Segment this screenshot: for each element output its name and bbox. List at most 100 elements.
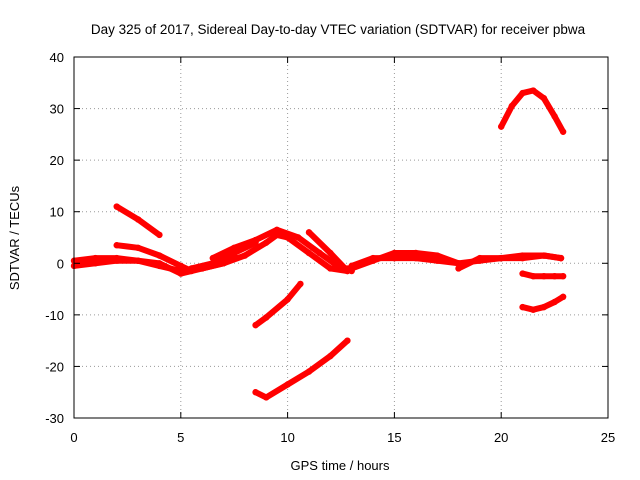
data-point: [348, 262, 355, 270]
data-point: [508, 102, 516, 110]
data-point: [252, 321, 259, 329]
data-point: [530, 306, 537, 313]
data-point: [156, 231, 163, 239]
y-tick-label: -10: [45, 308, 64, 323]
data-point: [519, 89, 526, 97]
data-point: [433, 257, 441, 264]
y-tick-label: 20: [50, 153, 64, 168]
series-track-4: [113, 203, 163, 239]
data-point: [530, 87, 537, 94]
data-point: [92, 260, 99, 267]
data-point: [498, 254, 505, 262]
series-track-14: [519, 270, 567, 280]
data-point: [316, 249, 323, 257]
data-point: [92, 254, 99, 262]
data-point: [476, 254, 484, 262]
data-point: [540, 303, 548, 311]
data-point: [540, 272, 548, 280]
data-point: [263, 394, 270, 401]
chart-title: Day 325 of 2017, Sidereal Day-to-day VTE…: [91, 22, 586, 37]
data-point: [297, 280, 304, 288]
data-point: [557, 254, 565, 262]
y-tick-label: 10: [50, 205, 64, 220]
axis-ticks: 0 5 10 15 20 25 -30 -20 -10 0 10 20 30 40: [45, 50, 615, 445]
data-point: [559, 293, 567, 301]
data-point: [295, 234, 302, 241]
data-point: [344, 337, 351, 344]
data-point: [209, 254, 217, 262]
data-point: [263, 314, 270, 321]
data-point: [273, 226, 281, 233]
series-line: [498, 87, 567, 135]
series-line: [252, 337, 351, 401]
data-point: [519, 252, 526, 259]
data-point: [559, 272, 567, 280]
data-point: [252, 389, 259, 396]
data-point: [305, 368, 313, 375]
series-track-12: [252, 337, 351, 401]
data-point: [498, 123, 505, 130]
x-tick-label: 15: [387, 430, 401, 445]
data-point: [177, 270, 184, 277]
data-point: [337, 265, 345, 272]
y-tick-label: -30: [45, 411, 64, 426]
data-point: [284, 296, 291, 303]
data-point: [551, 272, 558, 280]
data-point: [551, 113, 558, 120]
data-point: [134, 216, 142, 223]
data-point: [530, 272, 537, 280]
data-point: [391, 254, 398, 262]
data-point: [412, 249, 419, 257]
grid: [74, 57, 608, 418]
data-point: [177, 262, 184, 270]
series-track-10: [455, 252, 565, 272]
series-track-2: [70, 254, 240, 277]
x-tick-label: 5: [177, 430, 184, 445]
y-axis-label: SDTVAR / TECUs: [7, 185, 22, 290]
series-line: [252, 280, 304, 329]
y-tick-label: 40: [50, 50, 64, 65]
data-point: [284, 381, 291, 388]
data-point: [305, 229, 313, 236]
data-point: [551, 298, 558, 306]
y-tick-label: 0: [57, 256, 64, 271]
data-point: [134, 244, 142, 252]
data-point: [327, 265, 334, 272]
x-axis-label: GPS time / hours: [291, 458, 390, 473]
data-point: [455, 265, 462, 272]
data-point: [156, 260, 163, 267]
data-point: [412, 254, 419, 262]
y-tick-label: 30: [50, 102, 64, 117]
series-track-5: [188, 239, 259, 272]
data-point: [327, 249, 334, 257]
plot-frame: [73, 56, 609, 419]
data-point: [540, 95, 548, 102]
data-point: [134, 257, 142, 264]
x-tick-label: 0: [70, 430, 77, 445]
data-point: [113, 242, 120, 249]
data-point: [559, 128, 567, 135]
data-point: [113, 257, 120, 264]
data-point: [519, 270, 526, 277]
data-point: [209, 260, 217, 267]
data-point: [369, 254, 377, 262]
data-point: [540, 252, 548, 259]
data-point: [252, 236, 259, 244]
series-track-11: [252, 280, 304, 329]
data-point: [519, 303, 526, 311]
data-point: [433, 252, 441, 259]
y-tick-label: -20: [45, 359, 64, 374]
data-point: [231, 244, 238, 252]
data-point: [188, 265, 195, 272]
x-tick-label: 10: [280, 430, 294, 445]
series-track-15: [519, 293, 567, 313]
data-point: [391, 249, 398, 257]
data-point: [305, 249, 313, 257]
data-point: [327, 352, 334, 360]
series-line: [209, 226, 355, 274]
data-point: [241, 252, 249, 259]
series-track-13: [498, 87, 567, 135]
data-point: [233, 254, 240, 262]
data-series: [70, 87, 567, 401]
